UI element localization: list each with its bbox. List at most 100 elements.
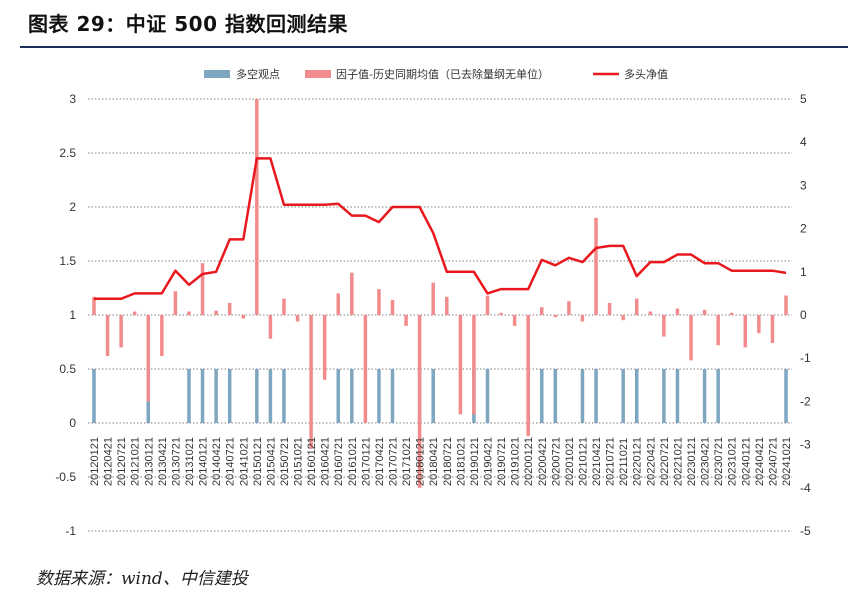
long-short-bar [390, 369, 395, 423]
x-tick-label: 20170721 [388, 437, 400, 486]
right-tick-label: 1 [800, 265, 807, 279]
legend-label-factor: 因子值-历史同期均值（已去除量纲无单位） [336, 67, 549, 81]
long-short-bar [716, 369, 720, 423]
x-tick-label: 20130421 [157, 437, 169, 486]
x-tick-label: 20190721 [496, 437, 508, 486]
chart-title: 图表 29：中证 500 指数回测结果 [28, 12, 348, 36]
long-short-bar [227, 369, 232, 423]
factor-bar [580, 315, 585, 322]
factor-bar [146, 315, 151, 402]
x-tick-label: 20220121 [632, 437, 644, 486]
factor-bar [594, 217, 598, 315]
x-tick-label: 20211021 [618, 438, 630, 486]
factor-bar [92, 296, 96, 315]
factor-bar [119, 315, 123, 348]
factor-bar [689, 315, 693, 361]
x-tick-label: 20120721 [116, 437, 128, 486]
title-underline [20, 46, 848, 48]
right-axis: -5 -4 -3 -2 -1 0 1 2 3 4 5 [800, 92, 811, 538]
factor-bar [336, 293, 340, 315]
x-tick-label: 20160121 [306, 437, 318, 486]
x-tick-label: 20120421 [103, 437, 115, 486]
factor-bar [485, 295, 490, 315]
x-tick-label: 20190121 [469, 437, 481, 486]
left-tick-label: 1.5 [59, 254, 76, 268]
x-tick-label: 20221021 [672, 437, 684, 486]
factor-bar [227, 302, 232, 315]
legend: 多空观点 因子值-历史同期均值（已去除量纲无单位） 多头净值 [204, 67, 668, 81]
factor-bar [322, 315, 327, 380]
x-tick-label: 20230721 [713, 437, 725, 486]
factor-bar [458, 315, 463, 415]
x-tick-label: 20131021 [184, 437, 196, 486]
factor-bar [648, 311, 653, 315]
x-tick-label: 20200421 [537, 437, 549, 486]
long-short-bar [431, 369, 435, 423]
left-tick-label: 0 [69, 416, 76, 430]
right-tick-label: 4 [800, 135, 807, 149]
x-tick-label: 20200121 [523, 437, 535, 486]
factor-bar [132, 311, 137, 315]
x-tick-label: 20160721 [333, 437, 345, 486]
x-tick-label: 20240121 [740, 437, 752, 486]
long-short-bar [580, 369, 585, 423]
factor-bar [160, 315, 164, 357]
right-tick-label: -4 [800, 481, 811, 495]
factor-bar [621, 315, 625, 321]
factor-bars [92, 99, 788, 488]
factor-bar [390, 299, 395, 315]
x-tick-label: 20181021 [455, 437, 467, 486]
factor-bar [553, 315, 558, 318]
factor-bar [350, 272, 354, 315]
factor-bar [784, 295, 788, 315]
factor-bar [417, 315, 422, 488]
x-tick-label: 20220421 [645, 437, 657, 486]
long-short-bar [784, 369, 788, 423]
long-short-bar [282, 369, 286, 423]
x-tick-label: 20240421 [754, 437, 766, 486]
long-short-bar [553, 369, 558, 423]
x-tick-label: 20150721 [279, 437, 291, 486]
long-short-bar [92, 369, 96, 423]
x-tick-label: 20201021 [564, 437, 576, 486]
x-tick-label: 20230421 [700, 437, 712, 486]
x-tick-label: 20180721 [442, 437, 454, 486]
long-short-bar [336, 369, 340, 423]
factor-bar [675, 308, 680, 315]
left-tick-label: 2.5 [59, 146, 76, 160]
factor-bar [662, 315, 666, 337]
left-tick-label: 2 [69, 200, 76, 214]
factor-bar [472, 315, 476, 415]
x-tick-label: 20151021 [293, 437, 305, 486]
x-tick-label: 20171021 [401, 437, 413, 486]
x-tick-label: 20230121 [686, 437, 698, 486]
right-tick-label: -3 [800, 438, 811, 452]
factor-bar [295, 315, 300, 322]
factor-bar [716, 315, 720, 346]
factor-bar [268, 315, 273, 339]
x-tick-label: 20170421 [374, 437, 386, 486]
x-tick-label: 20150121 [252, 437, 264, 486]
x-tick-label: 20210721 [605, 437, 617, 486]
factor-bar [105, 315, 110, 357]
factor-bar [377, 289, 381, 315]
long-short-bar [187, 369, 191, 423]
x-tick-label: 20240721 [767, 437, 779, 486]
x-tick-label: 20160421 [320, 437, 332, 486]
x-tick-label: 20241021 [781, 437, 793, 486]
x-tick-label: 20220721 [659, 437, 671, 486]
x-tick-label: 20210421 [591, 437, 603, 486]
x-tick-label: 20141021 [238, 437, 250, 486]
right-tick-label: 3 [800, 178, 807, 192]
left-tick-label: 1 [69, 308, 76, 322]
factor-bar [309, 315, 313, 449]
x-tick-label: 20170121 [360, 437, 372, 486]
factor-bar [282, 298, 286, 315]
nav-line [93, 157, 787, 301]
long-short-bar [702, 369, 707, 423]
x-tick-label: 20180421 [428, 437, 440, 486]
x-tick-label: 20150421 [265, 437, 277, 486]
left-tick-label: -0.5 [55, 470, 76, 484]
legend-swatch-factor [305, 70, 331, 78]
